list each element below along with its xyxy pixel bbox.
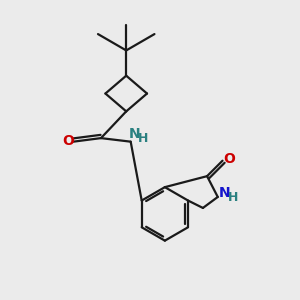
Text: O: O — [62, 134, 74, 148]
Text: H: H — [138, 132, 148, 145]
Text: N: N — [128, 127, 140, 141]
Text: H: H — [228, 191, 238, 204]
Text: O: O — [223, 152, 235, 166]
Text: N: N — [218, 186, 230, 200]
